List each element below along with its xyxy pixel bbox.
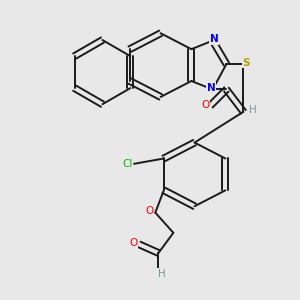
- Text: S: S: [243, 58, 250, 68]
- Text: H: H: [249, 105, 257, 115]
- Text: Cl: Cl: [122, 159, 133, 169]
- Text: O: O: [145, 206, 154, 216]
- Text: H: H: [158, 269, 165, 279]
- Text: O: O: [129, 238, 138, 248]
- Text: O: O: [201, 100, 209, 110]
- Text: N: N: [207, 83, 215, 93]
- Text: N: N: [210, 34, 218, 44]
